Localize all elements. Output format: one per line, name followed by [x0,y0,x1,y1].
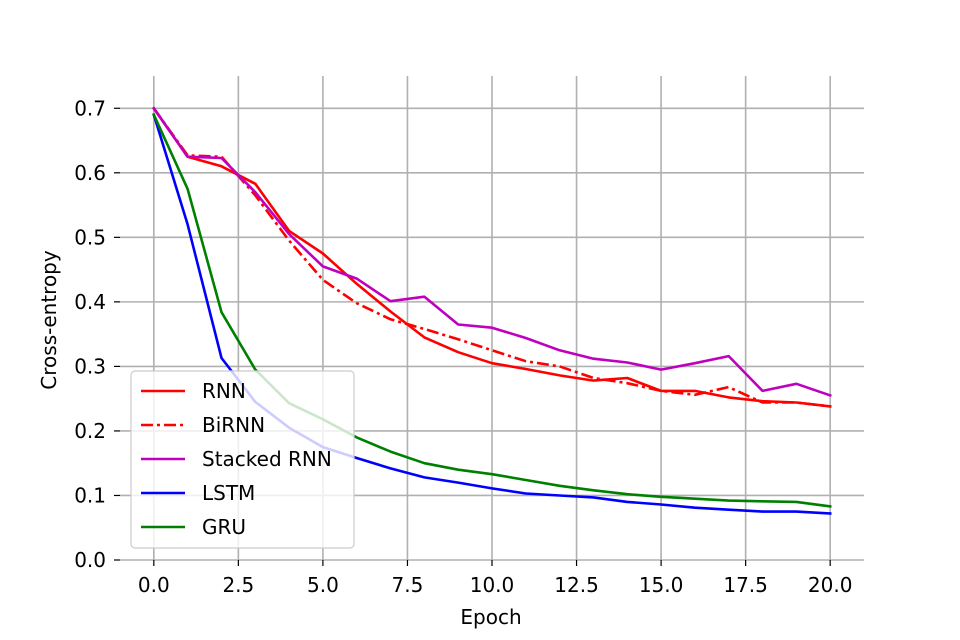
y-tick-label: 0.0 [74,548,106,572]
x-tick-label: 17.5 [723,573,768,597]
y-tick-label: 0.2 [74,419,106,443]
y-tick-label: 0.1 [74,483,106,507]
legend-label: LSTM [202,481,255,505]
x-tick-label: 0.0 [138,573,170,597]
legend-label: BiRNN [202,413,265,437]
series-line-birnn [152,107,831,408]
legend-label: Stacked RNN [202,447,332,471]
x-tick-label: 7.5 [392,573,424,597]
legend: RNN BiRNN Stacked RNN LSTM GRU [130,370,355,549]
x-axis-label: Epoch [460,605,521,629]
legend-box [130,370,355,549]
x-tick-label: 10.0 [470,573,515,597]
legend-label: RNN [202,379,246,403]
x-tick-label: 12.5 [554,573,599,597]
legend-label: GRU [202,515,246,539]
y-tick-label: 0.5 [74,225,106,249]
axis-ticks: 0.0 2.5 5.0 7.5 10.0 12.5 15.0 17.5 20.0 0.0 0.1 0.… [74,96,852,597]
y-tick-label: 0.4 [74,290,106,314]
series-line-stacked-rnn [151,106,832,398]
x-tick-label: 15.0 [639,573,684,597]
y-axis-label: Cross-entropy [37,250,61,390]
y-tick-label: 0.3 [74,354,106,378]
x-tick-label: 5.0 [307,573,339,597]
series-line-rnn [151,106,832,408]
x-tick-label: 20.0 [808,573,853,597]
x-tick-label: 2.5 [222,573,254,597]
y-tick-label: 0.6 [74,161,106,185]
y-tick-label: 0.7 [74,96,106,120]
